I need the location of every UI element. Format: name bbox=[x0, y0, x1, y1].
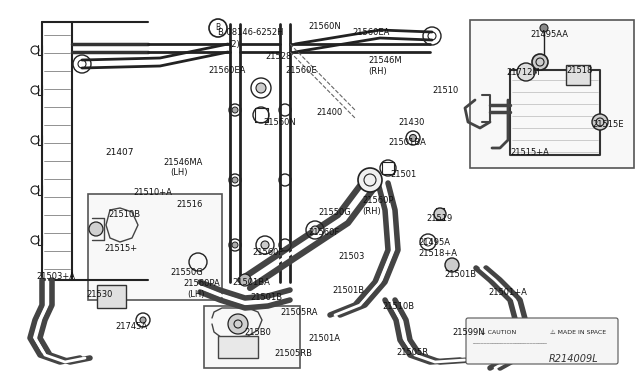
Text: 21400: 21400 bbox=[316, 108, 342, 117]
Text: 21560EA: 21560EA bbox=[352, 28, 389, 37]
Bar bbox=[470, 20, 634, 168]
Text: (LH): (LH) bbox=[170, 168, 188, 177]
Bar bbox=[88, 194, 222, 300]
Circle shape bbox=[232, 177, 238, 183]
Text: 21510: 21510 bbox=[432, 86, 458, 95]
Text: 21501A: 21501A bbox=[308, 334, 340, 343]
Text: (RH): (RH) bbox=[362, 207, 381, 216]
Text: 21501B: 21501B bbox=[332, 286, 364, 295]
Text: 21599N: 21599N bbox=[452, 328, 484, 337]
Circle shape bbox=[532, 54, 548, 70]
Text: 21560F: 21560F bbox=[252, 248, 284, 257]
Text: 21515E: 21515E bbox=[592, 120, 623, 129]
Text: 21518+A: 21518+A bbox=[418, 249, 457, 258]
Text: 21516: 21516 bbox=[176, 200, 202, 209]
Text: R214009L: R214009L bbox=[548, 354, 598, 364]
Circle shape bbox=[540, 24, 548, 32]
Bar bbox=[204, 306, 300, 368]
Text: 21501+A: 21501+A bbox=[488, 288, 527, 297]
Circle shape bbox=[592, 114, 608, 130]
Text: B: B bbox=[216, 23, 221, 32]
Text: (2): (2) bbox=[228, 40, 240, 49]
Text: B 08146-6252H: B 08146-6252H bbox=[218, 28, 284, 37]
Text: 21503: 21503 bbox=[338, 252, 364, 261]
Text: 21560F: 21560F bbox=[308, 228, 339, 237]
Text: 21560P: 21560P bbox=[362, 196, 394, 205]
Text: 21560EA: 21560EA bbox=[208, 66, 245, 75]
Circle shape bbox=[140, 317, 146, 323]
Text: (LH): (LH) bbox=[187, 290, 205, 299]
Text: 21501BA: 21501BA bbox=[388, 138, 426, 147]
Circle shape bbox=[261, 241, 269, 249]
Bar bbox=[218, 336, 258, 358]
Text: 21495A: 21495A bbox=[418, 238, 450, 247]
FancyBboxPatch shape bbox=[466, 318, 618, 364]
Text: (RH): (RH) bbox=[368, 67, 387, 76]
Text: 21546M: 21546M bbox=[368, 56, 402, 65]
Circle shape bbox=[434, 208, 446, 220]
Circle shape bbox=[445, 258, 459, 272]
Text: 21501B: 21501B bbox=[444, 270, 476, 279]
Text: 21495AA: 21495AA bbox=[530, 30, 568, 39]
Text: 21519: 21519 bbox=[426, 214, 452, 223]
Text: 21505R: 21505R bbox=[396, 348, 428, 357]
Circle shape bbox=[232, 107, 238, 113]
Text: 21510B: 21510B bbox=[108, 210, 140, 219]
Text: 21550G: 21550G bbox=[318, 208, 351, 217]
Text: 21501BA: 21501BA bbox=[232, 278, 270, 287]
Text: ⚠ MADE IN SPACE: ⚠ MADE IN SPACE bbox=[550, 330, 606, 335]
Circle shape bbox=[256, 83, 266, 93]
Text: ⚠ CAUTION: ⚠ CAUTION bbox=[480, 330, 516, 335]
Text: 21501: 21501 bbox=[390, 170, 416, 179]
Text: 215B0: 215B0 bbox=[244, 328, 271, 337]
Circle shape bbox=[89, 222, 103, 236]
Circle shape bbox=[311, 226, 319, 234]
Text: 21546MA: 21546MA bbox=[163, 158, 202, 167]
Text: 21515+A: 21515+A bbox=[510, 148, 549, 157]
Circle shape bbox=[358, 168, 382, 192]
Text: 21510B: 21510B bbox=[382, 302, 414, 311]
Text: 21560PA: 21560PA bbox=[183, 279, 220, 288]
Text: 21550G: 21550G bbox=[170, 268, 203, 277]
Text: 21560E: 21560E bbox=[285, 66, 317, 75]
Circle shape bbox=[228, 314, 248, 334]
Bar bbox=[97, 285, 126, 308]
Text: 21501B: 21501B bbox=[250, 293, 282, 302]
Text: 21505RB: 21505RB bbox=[274, 349, 312, 358]
Text: 21407: 21407 bbox=[105, 148, 134, 157]
Circle shape bbox=[232, 242, 238, 248]
Text: 21510+A: 21510+A bbox=[133, 188, 172, 197]
Circle shape bbox=[517, 63, 535, 81]
Circle shape bbox=[239, 274, 251, 286]
Text: 21528: 21528 bbox=[265, 52, 291, 61]
Text: 21712M: 21712M bbox=[506, 68, 540, 77]
Text: 21560N: 21560N bbox=[263, 118, 296, 127]
Text: 21745A: 21745A bbox=[115, 322, 147, 331]
Text: 21505RA: 21505RA bbox=[280, 308, 317, 317]
Text: 21503+A: 21503+A bbox=[36, 272, 75, 281]
Text: 21518: 21518 bbox=[566, 66, 593, 75]
Text: 21515+: 21515+ bbox=[104, 244, 137, 253]
Circle shape bbox=[410, 135, 417, 141]
Text: 21560N: 21560N bbox=[308, 22, 340, 31]
Text: 21430: 21430 bbox=[398, 118, 424, 127]
Bar bbox=[566, 65, 590, 85]
Text: 21530: 21530 bbox=[86, 290, 113, 299]
Text: ──────────────────────────: ────────────────────────── bbox=[472, 340, 547, 345]
